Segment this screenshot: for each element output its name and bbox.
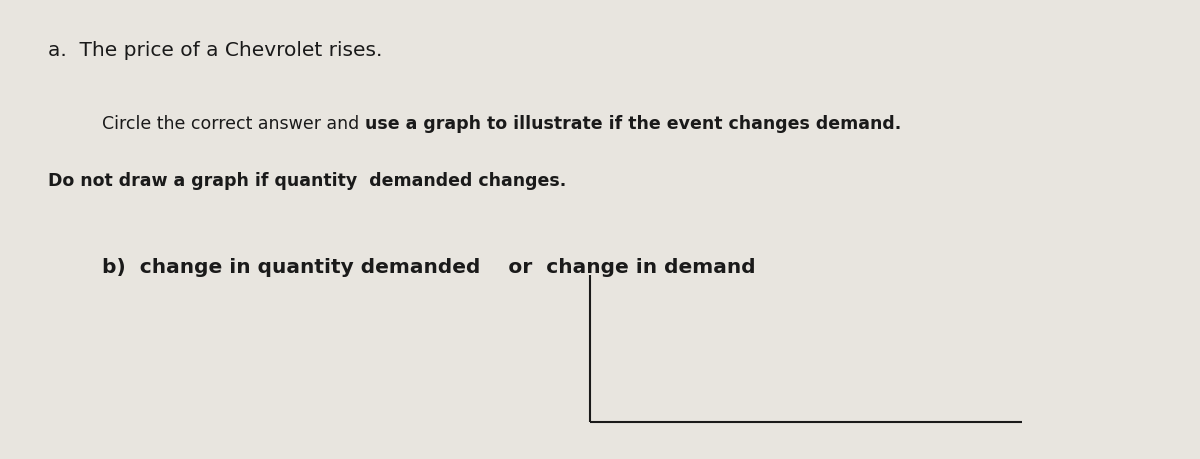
Text: use a graph to illustrate if the event changes demand.: use a graph to illustrate if the event c… — [365, 115, 901, 133]
Text: Do not draw a graph if quantity  demanded changes.: Do not draw a graph if quantity demanded… — [48, 172, 566, 190]
Text: b)  change in quantity demanded    or  change in demand: b) change in quantity demanded or change… — [102, 257, 756, 276]
Text: Circle the correct answer and: Circle the correct answer and — [102, 115, 365, 133]
Text: a.  The price of a Chevrolet rises.: a. The price of a Chevrolet rises. — [48, 41, 383, 60]
